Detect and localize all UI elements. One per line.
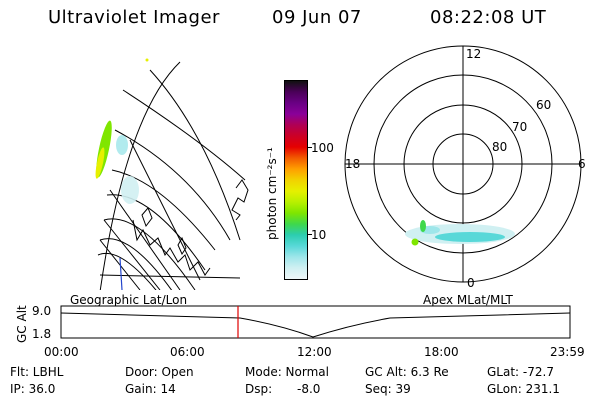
instrument-title: Ultraviolet Imager	[48, 7, 220, 28]
aurora-spot	[411, 238, 419, 246]
island-outline	[177, 236, 187, 256]
colorbar	[284, 80, 308, 280]
aurora-oval	[435, 232, 505, 242]
seq-info: Seq: 39	[365, 382, 411, 396]
colorbar-unit-label: photon cm⁻²s⁻¹	[265, 147, 279, 240]
orbit-altitude-plot	[60, 305, 571, 339]
parallel-line	[149, 69, 241, 241]
footprint-line	[119, 257, 123, 290]
colorbar-tick	[308, 147, 312, 148]
aurora-patch	[95, 147, 105, 179]
mode-info: Mode: Normal	[245, 365, 329, 379]
x-tick-label: 06:00	[170, 345, 205, 359]
polar-label-mlt-6: 6	[578, 157, 586, 171]
parallel-line	[106, 194, 206, 271]
ip-info: IP: 36.0	[10, 382, 56, 396]
polar-label-lat-80: 80	[492, 140, 508, 154]
meridian-line	[109, 189, 181, 290]
door-info: Door: Open	[125, 365, 194, 379]
colorbar-tick-label: 10	[311, 228, 327, 242]
island-outline	[231, 179, 249, 221]
altitude-curve	[60, 312, 571, 338]
colorbar-tick-label: 100	[311, 141, 334, 155]
gc-alt-info: GC Alt: 6.3 Re	[365, 365, 449, 379]
parallel-line	[99, 238, 173, 290]
glat-info: GLat: -72.7	[487, 365, 554, 379]
x-tick-label: 00:00	[44, 345, 79, 359]
meridian-line	[103, 219, 161, 290]
x-tick-label: 23:59	[550, 345, 585, 359]
x-tick-label: 18:00	[424, 345, 459, 359]
parallel-line	[103, 218, 196, 290]
gc-alt-axis-title: GC Alt	[15, 305, 29, 343]
gain-info: Gain: 14	[125, 382, 176, 396]
meridian-line	[99, 61, 181, 290]
meridian-line	[129, 139, 201, 281]
aurora-oval	[420, 220, 426, 232]
parallel-line	[111, 169, 216, 251]
x-tick-label: 12:00	[297, 345, 332, 359]
parallel-line	[114, 129, 231, 241]
filter-info: Flt: LBHL	[10, 365, 64, 379]
geographic-map	[95, 58, 249, 290]
parallel-line	[97, 252, 157, 290]
polar-plot	[344, 45, 582, 283]
polar-label-lat-60: 60	[536, 98, 552, 112]
colorbar-tick	[308, 234, 312, 235]
aurora-patch	[116, 135, 128, 155]
y-tick-label: 9.0	[32, 304, 52, 318]
parallel-line	[122, 89, 246, 181]
geographic-latlon-label: Geographic Lat/Lon	[70, 293, 188, 307]
time-label: 08:22:08 UT	[430, 7, 547, 28]
coastline	[132, 219, 211, 276]
apex-mlat-mlt-label: Apex MLat/MLT	[423, 293, 513, 307]
polar-label-mlt-12: 12	[466, 47, 482, 61]
dsp-label: Dsp:	[245, 382, 273, 396]
aurora-dot	[145, 58, 149, 62]
glon-info: GLon: 231.1	[487, 382, 560, 396]
polar-label-mlt-0: 0	[467, 276, 475, 290]
polar-label-lat-70: 70	[512, 120, 528, 134]
polar-label-mlt-18: 18	[345, 157, 361, 171]
island-outline	[141, 207, 153, 228]
y-tick-label: 1.8	[32, 327, 52, 341]
dsp-value: -8.0	[297, 382, 321, 396]
aurora-patch	[121, 176, 139, 204]
plot-frame	[60, 305, 571, 339]
date-label: 09 Jun 07	[272, 7, 362, 28]
